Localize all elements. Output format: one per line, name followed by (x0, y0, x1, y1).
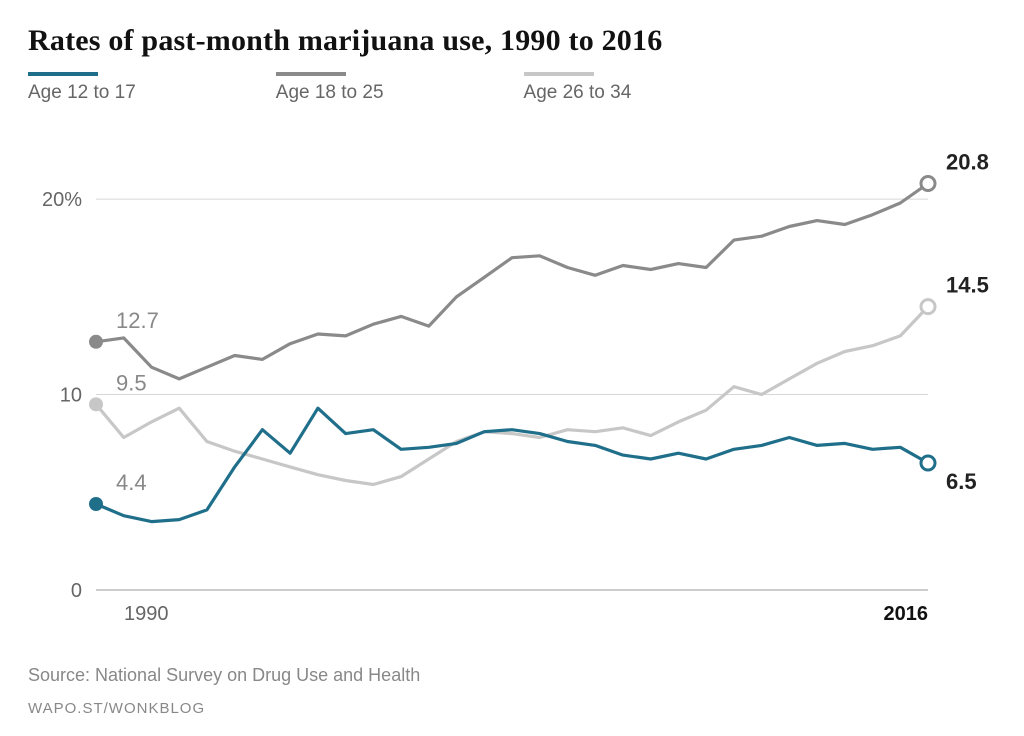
svg-text:12.7: 12.7 (116, 308, 159, 333)
svg-text:20.8: 20.8 (946, 149, 989, 174)
svg-text:6.5: 6.5 (946, 469, 977, 494)
legend-label: Age 12 to 17 (28, 82, 136, 104)
legend-item-age-26-34: Age 26 to 34 (524, 72, 632, 104)
legend: Age 12 to 17 Age 18 to 25 Age 26 to 34 (28, 72, 996, 104)
source-note: Source: National Survey on Drug Use and … (28, 665, 420, 686)
svg-text:4.4: 4.4 (116, 470, 147, 495)
svg-text:10: 10 (60, 385, 82, 407)
legend-swatch (524, 72, 594, 76)
legend-swatch (276, 72, 346, 76)
svg-text:2016: 2016 (884, 603, 929, 625)
chart-title: Rates of past-month marijuana use, 1990 … (28, 24, 996, 58)
svg-text:14.5: 14.5 (946, 273, 989, 298)
legend-item-age-18-25: Age 18 to 25 (276, 72, 384, 104)
legend-swatch (28, 72, 98, 76)
legend-item-age-12-17: Age 12 to 17 (28, 72, 136, 104)
svg-text:1990: 1990 (124, 603, 169, 625)
legend-label: Age 26 to 34 (524, 82, 632, 104)
svg-text:20%: 20% (42, 189, 82, 211)
credit-note: WAPO.ST/WONKBLOG (28, 700, 205, 717)
svg-text:9.5: 9.5 (116, 370, 147, 395)
legend-label: Age 18 to 25 (276, 82, 384, 104)
chart-plot: 0 10 20% 1990 2016 12.7 20.8 9.5 14.5 4.4 6.5 (28, 130, 996, 650)
svg-text:0: 0 (71, 580, 82, 602)
